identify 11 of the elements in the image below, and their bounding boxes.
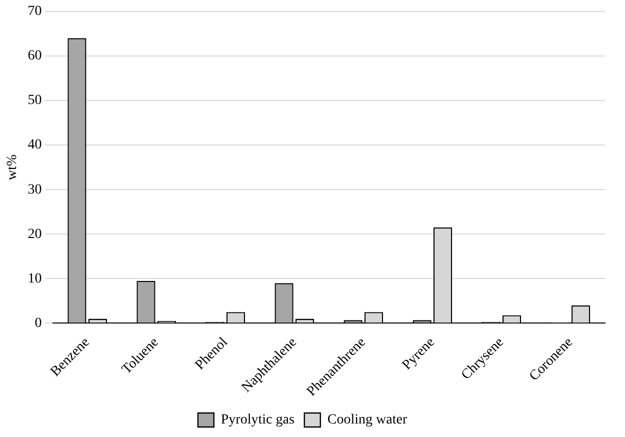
legend-label: Cooling water <box>327 412 408 428</box>
y-tick-label: 30 <box>28 182 42 198</box>
legend-label: Pyrolytic gas <box>220 412 294 428</box>
y-tick-label: 70 <box>28 4 42 20</box>
y-tick-label: 0 <box>34 316 42 331</box>
y-tick-label: 10 <box>28 271 42 286</box>
y-tick-label: 40 <box>28 138 42 153</box>
y-tick-label: 50 <box>28 93 42 108</box>
y-axis-title: wt% <box>5 154 20 180</box>
y-tick-label: 60 <box>28 48 42 64</box>
y-tick-label: 20 <box>28 226 42 242</box>
